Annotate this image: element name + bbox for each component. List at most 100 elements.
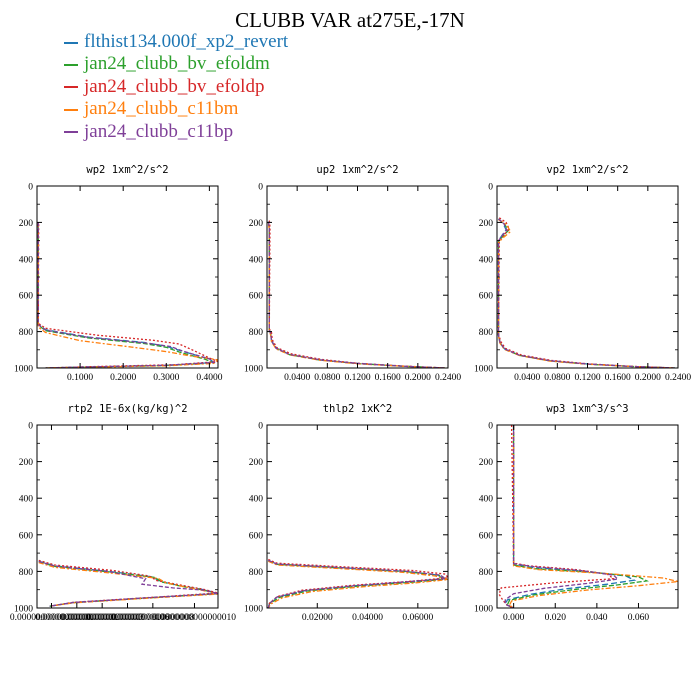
x-tick-label: 0.2000 (110, 373, 136, 383)
y-tick-label: 800 (479, 328, 494, 338)
y-tick-label: 0 (258, 422, 263, 432)
series-line (268, 220, 446, 368)
y-tick-label: 200 (19, 458, 34, 468)
plot-frame (36, 424, 219, 609)
x-tick-label: 0.0400 (514, 373, 540, 383)
legend-label: jan24_clubb_bv_efoldm (84, 53, 270, 75)
series-line (497, 218, 676, 368)
series-line (267, 222, 446, 368)
panel: wp2 1xm^2/s^2 0 200 400 600 800 1000 0.1000 0.20… (14, 164, 223, 383)
figure-title: CLUBB VAR at275E,-17N (235, 8, 465, 32)
legend-line-icon (64, 41, 78, 44)
panel-title: thlp2 1xK^2 (323, 403, 393, 415)
y-tick-label: 400 (479, 495, 494, 505)
x-tick-label: 0.2000 (405, 373, 431, 383)
x-tick-label: 0.0000000000000006 (86, 613, 169, 623)
x-tick-label: 0.0000000000000003 (61, 613, 144, 623)
y-tick-label: 400 (249, 255, 264, 265)
legend-entry: jan24_clubb_bv_efoldp (64, 76, 288, 98)
x-tick-label: 0.2000 (635, 373, 661, 383)
y-tick-label: 800 (249, 568, 264, 578)
legend-entry: flthist134.000f_xp2_revert (64, 31, 288, 53)
y-tick-label: 1000 (14, 605, 33, 615)
panel: vp2 1xm^2/s^2 0 200 400 600 800 1000 0.0400 0.08… (474, 164, 691, 383)
legend-line-icon (64, 131, 78, 134)
y-tick-label: 200 (249, 219, 264, 229)
y-tick-label: 400 (249, 495, 264, 505)
x-tick-label: 0.000 (503, 613, 525, 623)
y-tick-label: 400 (19, 495, 34, 505)
series-line (37, 222, 216, 368)
x-tick-label: 0.1200 (574, 373, 600, 383)
plot-frame (496, 424, 679, 609)
x-tick-label: 0.2400 (435, 373, 461, 383)
panel-title: up2 1xm^2/s^2 (316, 164, 398, 176)
series-line (267, 560, 448, 608)
x-tick-label: 0.0400 (284, 373, 310, 383)
y-tick-label: 200 (19, 219, 34, 229)
y-tick-label: 600 (479, 531, 494, 541)
x-tick-label: 0.0000000000000008 (111, 613, 194, 623)
y-tick-label: 600 (479, 292, 494, 302)
series-line (38, 561, 218, 607)
series-line (37, 222, 218, 368)
legend-entry: jan24_clubb_bv_efoldm (64, 53, 288, 75)
series-line (497, 217, 676, 368)
x-tick-label: 0.4000 (196, 373, 222, 383)
legend-entry: jan24_clubb_c11bp (64, 121, 288, 143)
series-line (498, 425, 616, 608)
series-line (497, 218, 676, 368)
x-tick-label: 0.0000000000000000 (10, 613, 93, 623)
y-tick-label: 1000 (244, 605, 263, 615)
series-line (267, 221, 446, 368)
x-tick-label: 0.06000 (402, 613, 433, 623)
panel-title: rtp2 1E-6x(kg/kg)^2 (67, 403, 187, 415)
x-tick-label: 0.1600 (605, 373, 631, 383)
y-tick-label: 800 (19, 328, 34, 338)
panel: rtp2 1E-6x(kg/kg)^2020040060080010000.00… (10, 403, 236, 623)
legend-line-icon (64, 86, 78, 89)
panel: up2 1xm^2/s^2 0 200 400 600 800 1000 0.0400 0.08… (244, 164, 461, 383)
series-line (504, 425, 620, 608)
series-line (506, 425, 650, 608)
panel: thlp2 1xK^2 0 200 400 600 800 1000 0.02000 0.040… (244, 403, 449, 623)
y-tick-label: 600 (249, 531, 264, 541)
series-line (497, 218, 676, 368)
y-tick-label: 800 (479, 568, 494, 578)
series-line (38, 561, 218, 607)
y-tick-label: 0 (488, 183, 493, 193)
x-tick-label: 0.3000 (153, 373, 179, 383)
y-tick-label: 400 (479, 255, 494, 265)
series-line (504, 425, 637, 608)
x-tick-label: 0.1600 (375, 373, 401, 383)
y-tick-label: 1000 (244, 365, 263, 375)
y-tick-label: 200 (479, 458, 494, 468)
series-line (267, 558, 448, 608)
series-line (37, 224, 218, 368)
plot-frame (266, 185, 449, 369)
x-tick-label: 0.020 (545, 613, 567, 623)
y-tick-label: 200 (479, 219, 494, 229)
legend-line-icon (64, 108, 78, 111)
x-tick-label: 0.1000 (67, 373, 93, 383)
panel-title: wp2 1xm^2/s^2 (86, 164, 168, 176)
series-line (267, 559, 448, 608)
y-tick-label: 0 (488, 422, 493, 432)
x-tick-label: 0.02000 (302, 613, 333, 623)
plot-frame (496, 185, 679, 369)
y-tick-label: 600 (249, 292, 264, 302)
x-tick-label: 0.0800 (544, 373, 570, 383)
x-tick-label: 0.0800 (314, 373, 340, 383)
legend-label: jan24_clubb_bv_efoldp (84, 75, 265, 97)
legend-label: flthist134.000f_xp2_revert (84, 31, 289, 52)
y-tick-label: 200 (249, 458, 264, 468)
x-tick-label: 0.04000 (352, 613, 383, 623)
legend-entry: jan24_clubb_c11bm (64, 98, 288, 120)
series-line (267, 223, 446, 368)
y-tick-label: 1000 (14, 365, 33, 375)
legend: flthist134.000f_xp2_revert jan24_clubb_b… (64, 31, 288, 143)
x-tick-label: 0.0000000000000010 (153, 613, 236, 623)
y-tick-label: 400 (19, 255, 34, 265)
y-tick-label: 0 (28, 183, 33, 193)
